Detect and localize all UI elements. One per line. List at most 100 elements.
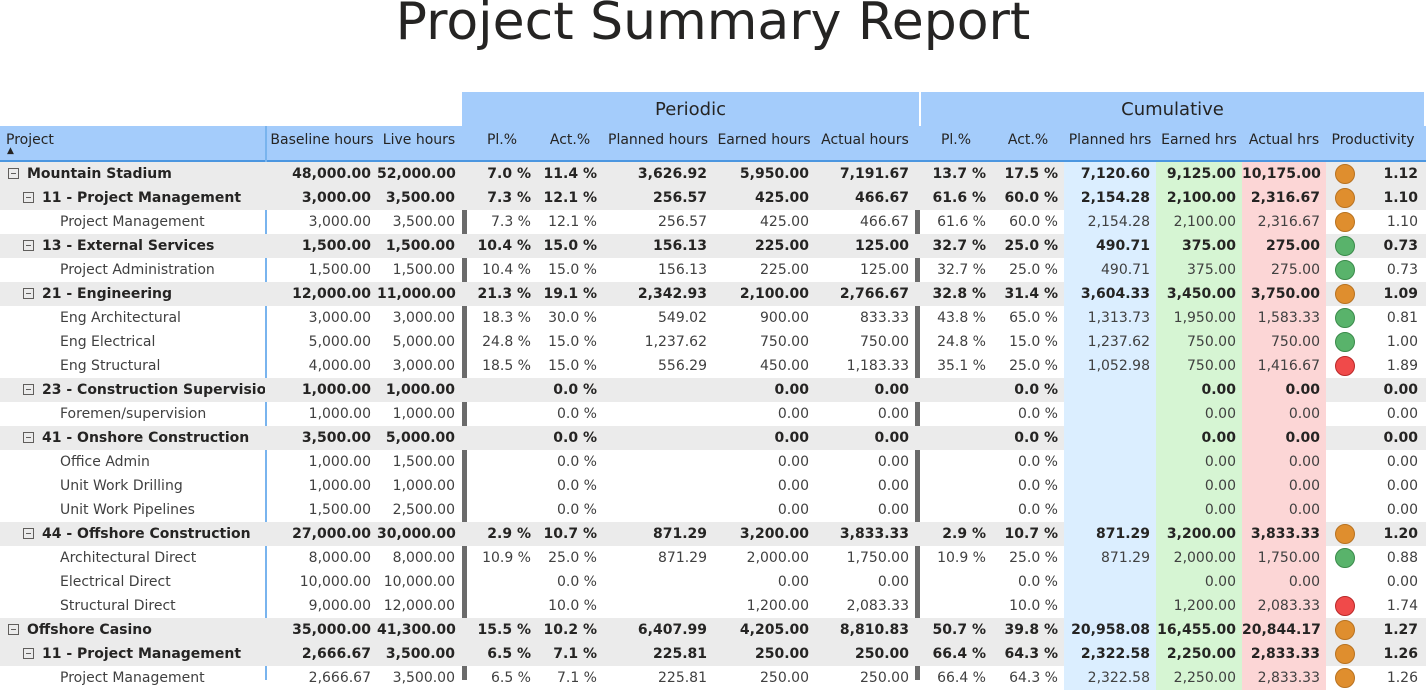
table-row[interactable]: Eng Architectural 3,000.00 3,000.00 18.3 % 3… (0, 306, 1426, 330)
column-header-cumulative-pl-pct[interactable]: Pl.% (940, 132, 972, 148)
table-row[interactable]: Office Admin 1,000.00 1,500.00 0.0 % 0.00 0.0… (0, 450, 1426, 474)
actual-hours-cell: 1,750.00 (846, 550, 909, 566)
actual-hrs-cell: 750.00 (1242, 330, 1326, 354)
collapse-icon[interactable] (23, 647, 34, 659)
actual-hours-cell: 2,766.67 (839, 286, 909, 302)
collapse-icon[interactable] (23, 431, 34, 443)
earned-hours-cell: 900.00 (760, 310, 809, 326)
planned-hrs-cell: 7,120.60 (1064, 162, 1156, 186)
project-name: Project Management (60, 670, 205, 686)
table-row[interactable]: 44 - Offshore Construction 27,000.00 30,00… (0, 522, 1426, 546)
periodic-pl-pct-cell: 24.8 % (482, 334, 531, 350)
column-header-actual-hours[interactable]: Actual hours (821, 132, 909, 148)
productivity-cell: 0.00 (1383, 382, 1418, 398)
column-header-baseline-hours[interactable]: Baseline hours (270, 132, 374, 148)
table-row[interactable]: 23 - Construction Supervision 1,000.00 1,0… (0, 378, 1426, 402)
productivity-cell: 0.00 (1386, 502, 1418, 518)
column-header-live-hours[interactable]: Live hours (382, 132, 456, 148)
actual-hrs-cell: 0.00 (1242, 378, 1326, 402)
table-row[interactable]: Eng Electrical 5,000.00 5,000.00 24.8 % 15.0… (0, 330, 1426, 354)
table-row[interactable]: Project Management 2,666.67 3,500.00 6.5 % 7… (0, 666, 1426, 690)
column-header-periodic-pl-pct[interactable]: Pl.% (486, 132, 518, 148)
collapse-icon[interactable] (23, 527, 34, 539)
actual-hours-cell: 3,833.33 (839, 526, 909, 542)
table-row[interactable]: 11 - Project Management 2,666.67 3,500.00 6… (0, 642, 1426, 666)
planned-hrs-cell (1064, 426, 1156, 450)
actual-hrs-cell: 10,175.00 (1242, 162, 1326, 186)
productivity-cell: 0.73 (1386, 262, 1418, 278)
status-green-indicator-icon (1335, 332, 1355, 352)
table-row[interactable]: Architectural Direct 8,000.00 8,000.00 10.9… (0, 546, 1426, 570)
project-name: Eng Architectural (60, 310, 181, 326)
earned-hrs-cell: 2,100.00 (1156, 186, 1242, 210)
periodic-act-pct-cell: 0.0 % (556, 454, 597, 470)
productivity-cell: 1.09 (1383, 286, 1418, 302)
periodic-pl-pct-cell: 18.3 % (482, 310, 531, 326)
collapse-icon[interactable] (23, 383, 34, 395)
earned-hours-cell: 0.00 (774, 382, 809, 398)
cumulative-act-pct-cell: 0.0 % (1014, 382, 1058, 398)
project-name: Electrical Direct (60, 574, 171, 590)
table-row[interactable]: 13 - External Services 1,500.00 1,500.00 10… (0, 234, 1426, 258)
table-row[interactable]: Project Administration 1,500.00 1,500.00 10… (0, 258, 1426, 282)
table-row[interactable]: Unit Work Drilling 1,000.00 1,000.00 0.0 % 0… (0, 474, 1426, 498)
earned-hours-cell: 0.00 (777, 502, 809, 518)
cumulative-act-pct-cell: 25.0 % (1009, 550, 1058, 566)
collapse-icon[interactable] (8, 623, 19, 635)
table-row[interactable]: Unit Work Pipelines 1,500.00 2,500.00 0.0 %… (0, 498, 1426, 522)
actual-hrs-cell: 2,833.33 (1242, 642, 1326, 666)
sort-ascending-icon[interactable]: ▲ (7, 146, 14, 156)
table-row[interactable]: Mountain Stadium 48,000.00 52,000.00 7.0 % 1… (0, 162, 1426, 186)
baseline-hours-cell: 3,000.00 (308, 310, 371, 326)
cumulative-act-pct-cell: 60.0 % (1004, 190, 1058, 206)
project-name-cell: Eng Electrical (0, 330, 265, 354)
column-header-earned-hrs[interactable]: Earned hrs (1161, 132, 1237, 148)
actual-hrs-cell: 0.00 (1242, 570, 1326, 594)
cumulative-pl-pct-cell (920, 498, 992, 522)
cumulative-act-pct-cell: 10.0 % (1009, 598, 1058, 614)
table-row[interactable]: 41 - Onshore Construction 3,500.00 5,000.0… (0, 426, 1426, 450)
cumulative-pl-pct-cell: 43.8 % (937, 310, 986, 326)
table-row[interactable]: Foremen/supervision 1,000.00 1,000.00 0.0 %… (0, 402, 1426, 426)
collapse-icon[interactable] (23, 287, 34, 299)
table-row[interactable]: Electrical Direct 10,000.00 10,000.00 0.0 %… (0, 570, 1426, 594)
earned-hrs-cell: 2,000.00 (1156, 546, 1242, 570)
table-row[interactable]: Offshore Casino 35,000.00 41,300.00 15.5 % 1… (0, 618, 1426, 642)
cumulative-pl-pct-cell: 32.8 % (932, 286, 986, 302)
actual-hrs-cell: 1,416.67 (1242, 354, 1326, 378)
column-header-productivity[interactable]: Productivity (1331, 132, 1415, 148)
cumulative-act-pct-cell: 25.0 % (1009, 358, 1058, 374)
collapse-icon[interactable] (23, 239, 34, 251)
column-header-earned-hours[interactable]: Earned hours (717, 132, 811, 148)
project-name-cell: Unit Work Drilling (0, 474, 265, 498)
column-header-planned-hours[interactable]: Planned hours (608, 132, 708, 148)
live-hours-cell: 1,000.00 (385, 382, 455, 398)
table-row[interactable]: Project Management 3,000.00 3,500.00 7.3 % 1… (0, 210, 1426, 234)
earned-hours-cell: 0.00 (777, 478, 809, 494)
earned-hrs-cell: 0.00 (1156, 498, 1242, 522)
cumulative-act-pct-cell: 0.0 % (1017, 574, 1058, 590)
cumulative-pl-pct-cell: 2.9 % (942, 526, 986, 542)
column-header-cumulative-act-pct[interactable]: Act.% (1007, 132, 1049, 148)
cumulative-act-pct-cell: 25.0 % (1004, 238, 1058, 254)
table-row[interactable]: Structural Direct 9,000.00 12,000.00 10.0 %… (0, 594, 1426, 618)
column-header-project[interactable]: Project ▲ (6, 132, 54, 156)
column-header-planned-hrs[interactable]: Planned hrs (1068, 132, 1152, 148)
actual-hours-cell: 125.00 (854, 238, 909, 254)
planned-hours-cell: 156.13 (658, 262, 707, 278)
planned-hours-cell: 3,626.92 (637, 166, 707, 182)
table-row[interactable]: Eng Structural 4,000.00 3,000.00 18.5 % 15.0… (0, 354, 1426, 378)
collapse-icon[interactable] (8, 167, 19, 179)
periodic-act-pct-cell: 25.0 % (548, 550, 597, 566)
table-row[interactable]: 21 - Engineering 12,000.00 11,000.00 21.3 %… (0, 282, 1426, 306)
planned-hours-cell: 871.29 (652, 526, 707, 542)
collapse-icon[interactable] (23, 191, 34, 203)
column-header-periodic-act-pct[interactable]: Act.% (549, 132, 591, 148)
project-name-cell: 11 - Project Management (0, 642, 265, 666)
column-header-row: Project ▲ Baseline hours Live hours Pl.% … (0, 126, 1426, 162)
cumulative-pl-pct-cell: 13.7 % (932, 166, 986, 182)
table-row[interactable]: 11 - Project Management 3,000.00 3,500.00 7… (0, 186, 1426, 210)
periodic-pl-pct-cell (467, 498, 537, 522)
column-header-actual-hrs[interactable]: Actual hrs (1248, 132, 1320, 148)
project-name-cell: Eng Structural (0, 354, 265, 378)
